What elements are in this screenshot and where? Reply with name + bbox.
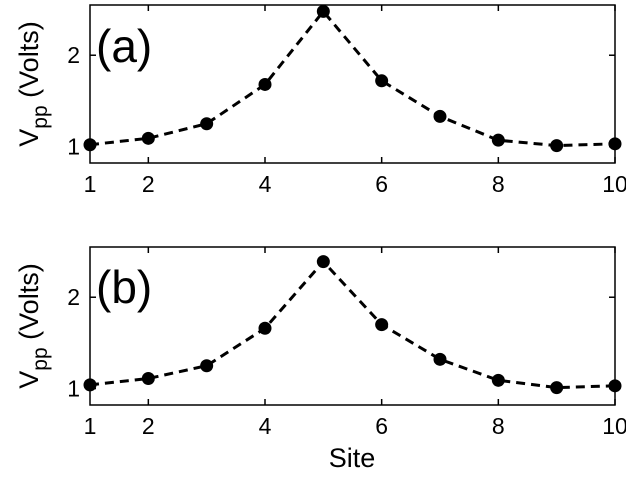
x-tick-label: 2 [142,171,155,197]
data-point [258,77,272,91]
y-tick-label: 2 [67,42,80,68]
data-point [550,139,564,153]
series-line [89,259,616,390]
y-tick-label: 2 [67,284,80,310]
marker-group [83,255,622,395]
x-tick-label: 6 [375,413,388,439]
marker-group [83,4,622,153]
panel-label: (b) [96,261,152,313]
data-point [608,379,622,393]
x-tick-label: 4 [259,171,272,197]
data-point [83,378,97,392]
x-tick-label: 1 [84,171,97,197]
data-point [608,137,622,151]
data-point [316,255,330,269]
data-point [550,381,564,395]
x-tick-label: 1 [84,413,97,439]
data-point [433,109,447,123]
data-point [141,372,155,386]
data-point [491,373,505,387]
data-point [316,4,330,18]
y-axis-label: Vpp (Volts) [14,21,52,146]
data-point [83,138,97,152]
panel-label: (a) [96,20,152,72]
y-tick-label: 1 [67,376,80,402]
data-point [375,74,389,88]
x-tick-label: 4 [259,413,272,439]
y-tick-label: 1 [67,134,80,160]
data-point [375,318,389,332]
x-tick-label: 8 [492,171,505,197]
x-tick-label: 6 [375,171,388,197]
data-point [491,133,505,147]
y-axis-label: Vpp (Volts) [14,263,52,388]
series-line [89,9,616,148]
x-tick-label: 10 [602,413,626,439]
x-tick-label: 8 [492,413,505,439]
x-axis-label: Site [329,443,376,473]
data-point [433,352,447,366]
data-point [200,117,214,131]
x-tick-label: 2 [142,413,155,439]
data-point [258,321,272,335]
x-tick-label: 10 [602,171,626,197]
data-point [200,359,214,373]
data-point [141,131,155,145]
plot-frame [89,246,616,406]
plot-frame [89,4,616,164]
